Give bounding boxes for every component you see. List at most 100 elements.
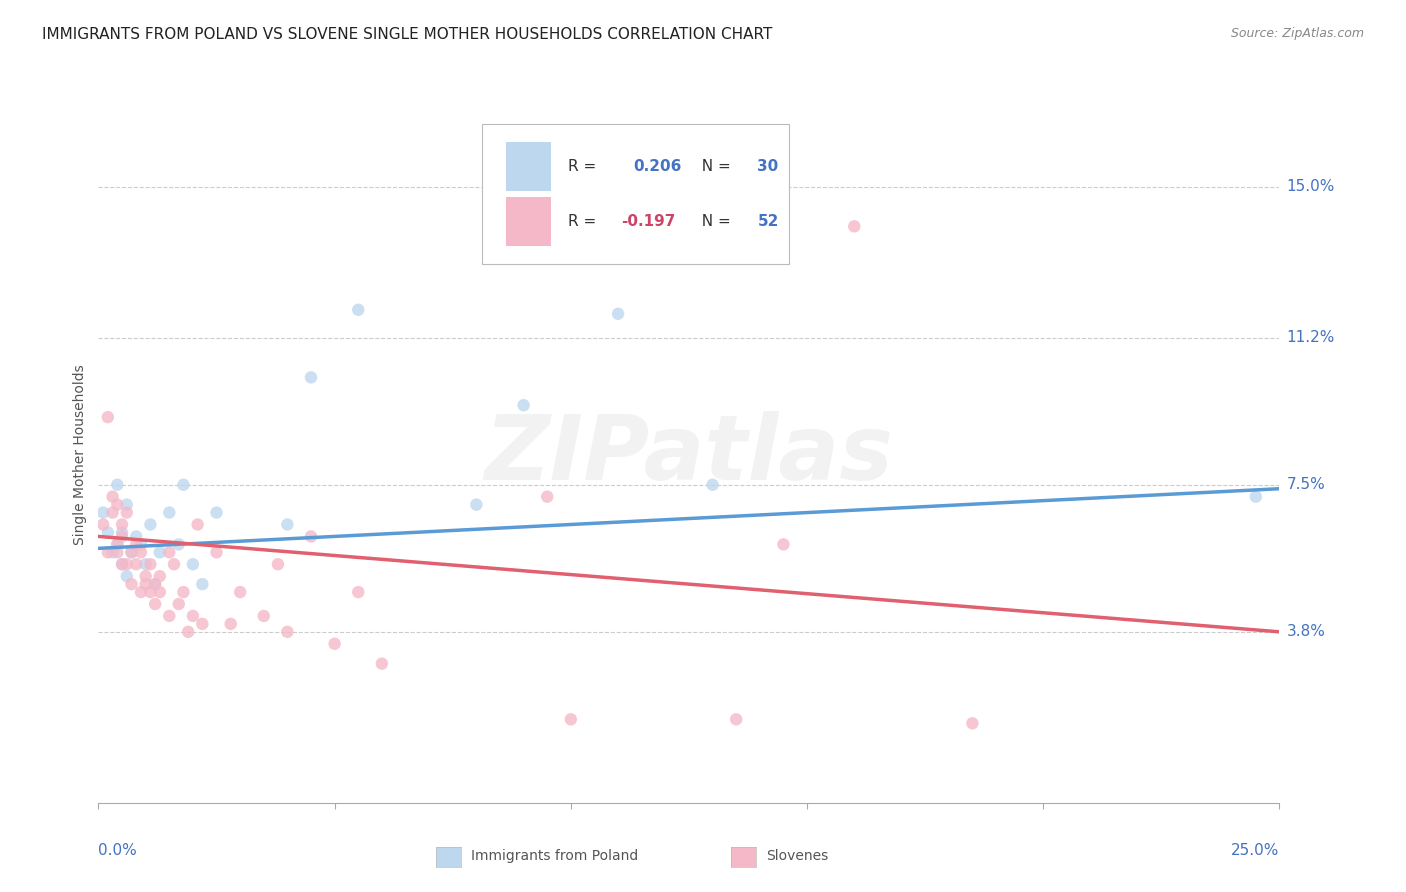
Point [135, 577, 157, 591]
Text: Immigrants from Poland: Immigrants from Poland [471, 849, 638, 863]
Text: ZIPatlas: ZIPatlas [485, 411, 893, 499]
Point [512, 398, 534, 412]
Point [115, 506, 138, 520]
Point [181, 609, 204, 624]
Point [129, 537, 152, 551]
Point [177, 624, 200, 639]
FancyBboxPatch shape [506, 142, 551, 191]
FancyBboxPatch shape [482, 124, 789, 263]
Point [607, 307, 630, 321]
Point [702, 477, 724, 491]
Point [105, 537, 128, 551]
Point [105, 477, 128, 491]
Text: -0.197: -0.197 [621, 214, 676, 229]
FancyBboxPatch shape [506, 197, 551, 246]
Point [172, 477, 194, 491]
Point [97, 525, 120, 540]
Text: R =: R = [568, 214, 602, 229]
Point [97, 410, 120, 425]
Point [101, 506, 124, 520]
Point [299, 370, 322, 384]
Text: 30: 30 [758, 159, 779, 174]
Text: 25.0%: 25.0% [1232, 843, 1279, 858]
Point [139, 585, 162, 599]
Point [115, 498, 138, 512]
Point [163, 558, 186, 572]
Point [229, 585, 252, 599]
Point [371, 657, 394, 671]
Point [347, 302, 370, 317]
Point [105, 537, 128, 551]
Point [129, 585, 152, 599]
Point [111, 558, 134, 572]
Point [167, 597, 190, 611]
Point [91, 506, 114, 520]
Text: N =: N = [693, 214, 737, 229]
Point [97, 545, 120, 559]
Point [205, 506, 228, 520]
Text: 7.5%: 7.5% [1286, 477, 1326, 492]
Point [115, 558, 138, 572]
Point [101, 490, 124, 504]
Point [91, 517, 114, 532]
Point [139, 517, 162, 532]
Point [772, 537, 794, 551]
Point [323, 637, 346, 651]
Point [276, 517, 298, 532]
Point [105, 498, 128, 512]
Point [219, 616, 242, 631]
Point [267, 558, 290, 572]
Point [844, 219, 866, 234]
Point [149, 585, 172, 599]
Point [276, 624, 298, 639]
Point [149, 545, 172, 559]
Point [962, 716, 984, 731]
Point [253, 609, 276, 624]
Point [191, 616, 214, 631]
Point [172, 585, 194, 599]
Point [167, 537, 190, 551]
Point [111, 529, 134, 543]
Point [111, 558, 134, 572]
Text: 52: 52 [758, 214, 779, 229]
Point [129, 545, 152, 559]
Point [105, 545, 128, 559]
Text: 0.0%: 0.0% [98, 843, 138, 858]
Text: Slovenes: Slovenes [766, 849, 828, 863]
Point [1244, 490, 1267, 504]
Point [125, 558, 148, 572]
Point [157, 506, 180, 520]
Point [181, 558, 204, 572]
Point [560, 712, 582, 726]
Point [121, 577, 143, 591]
Point [143, 577, 166, 591]
Point [465, 498, 488, 512]
Point [121, 545, 143, 559]
Point [299, 529, 322, 543]
Y-axis label: Single Mother Households: Single Mother Households [73, 365, 87, 545]
Point [125, 529, 148, 543]
Text: 0.206: 0.206 [634, 159, 682, 174]
Text: R =: R = [568, 159, 602, 174]
Point [143, 577, 166, 591]
Text: IMMIGRANTS FROM POLAND VS SLOVENE SINGLE MOTHER HOUSEHOLDS CORRELATION CHART: IMMIGRANTS FROM POLAND VS SLOVENE SINGLE… [42, 27, 772, 42]
Point [139, 558, 162, 572]
Point [135, 569, 157, 583]
Text: 11.2%: 11.2% [1286, 330, 1334, 345]
Text: 15.0%: 15.0% [1286, 179, 1334, 194]
Point [111, 517, 134, 532]
Point [205, 545, 228, 559]
Point [135, 558, 157, 572]
Point [149, 569, 172, 583]
Point [191, 577, 214, 591]
Point [157, 545, 180, 559]
Point [115, 569, 138, 583]
Point [725, 712, 748, 726]
Point [143, 597, 166, 611]
Text: N =: N = [693, 159, 737, 174]
Point [125, 537, 148, 551]
Point [157, 609, 180, 624]
Point [536, 490, 558, 504]
Point [187, 517, 209, 532]
Point [111, 525, 134, 540]
